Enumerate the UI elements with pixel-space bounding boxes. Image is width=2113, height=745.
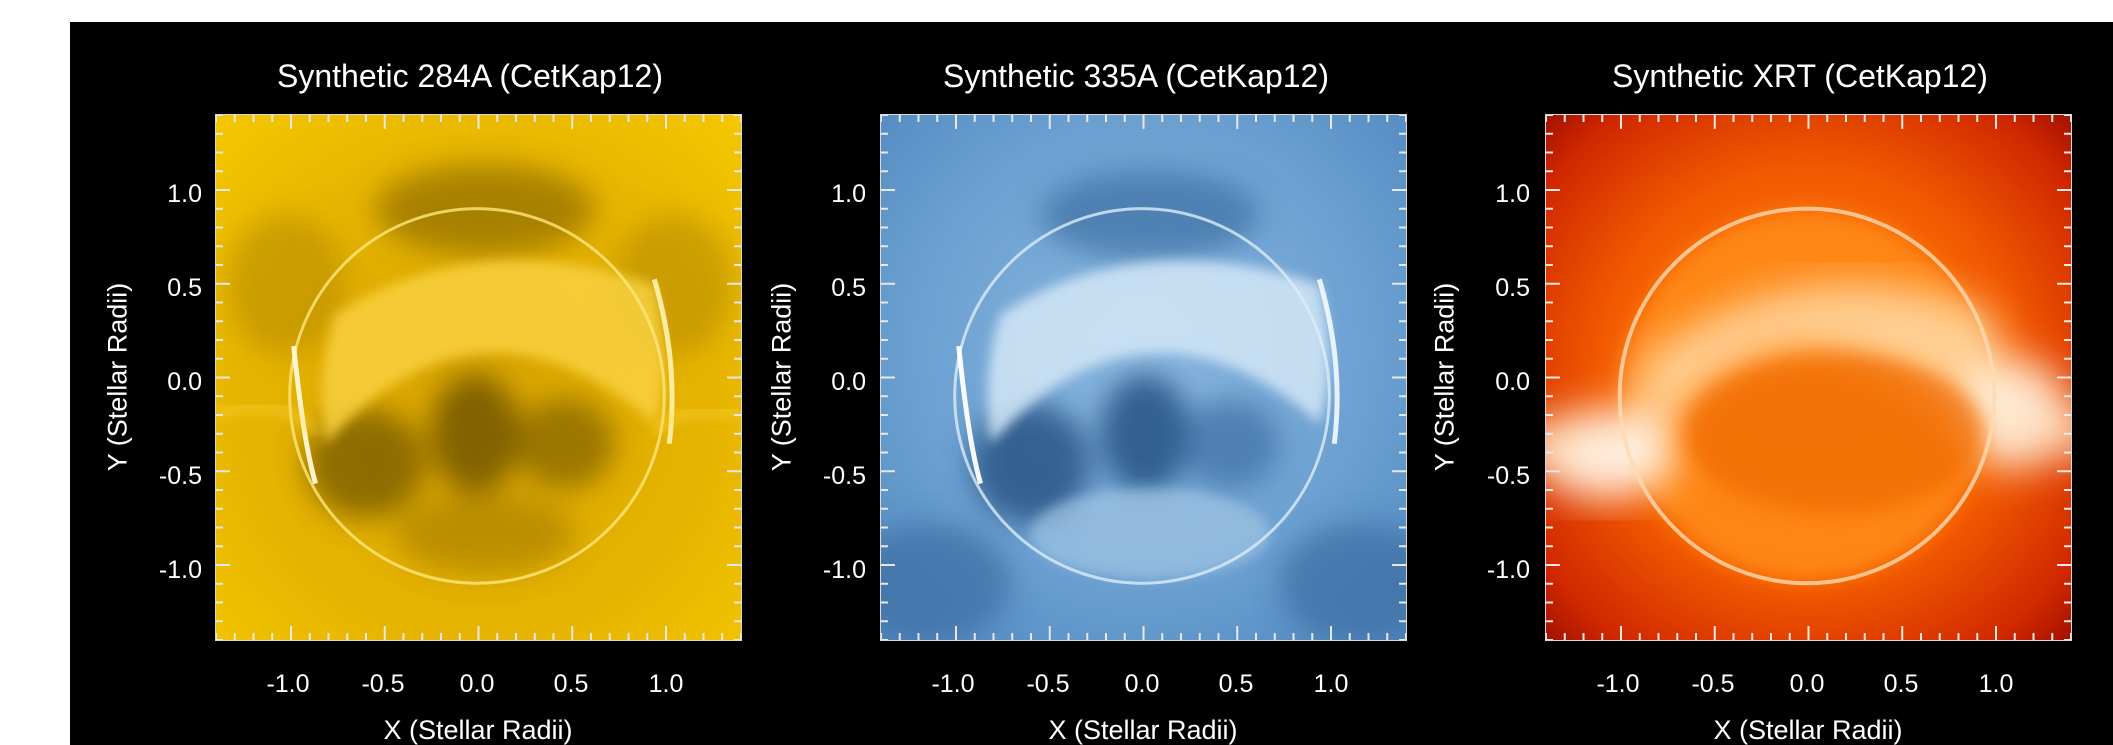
xtick-335A: -0.5	[1026, 670, 1070, 698]
ytick-XRT: 0.5	[1495, 274, 1530, 302]
ytick-335A: -1.0	[822, 556, 866, 584]
panel-title-284A: Synthetic 284A (CetKap12)	[276, 58, 663, 94]
xtick-XRT: 1.0	[1978, 670, 2014, 698]
xtick-284A: -1.0	[266, 670, 310, 698]
ytick-284A: -1.0	[158, 556, 202, 584]
ytick-284A: 1.0	[167, 180, 202, 208]
xtick-284A: 1.0	[648, 670, 684, 698]
ytick-XRT: -1.0	[1486, 556, 1530, 584]
image-panel-335A	[880, 114, 1407, 641]
xtick-284A: 0.5	[553, 670, 589, 698]
ytick-XRT: 1.0	[1495, 180, 1530, 208]
xtick-335A: 0.5	[1218, 670, 1254, 698]
ytick-335A: -0.5	[822, 462, 866, 490]
xtick-335A: 1.0	[1313, 670, 1349, 698]
ytick-335A: 0.0	[831, 368, 866, 396]
xtick-XRT: 0.0	[1789, 670, 1825, 698]
panel-title-XRT: Synthetic XRT (CetKap12)	[1612, 58, 1988, 94]
ytick-XRT: 0.0	[1495, 368, 1530, 396]
x-axis-label-335A: X (Stellar Radii)	[1048, 715, 1238, 745]
xtick-284A: 0.0	[459, 670, 495, 698]
xtick-XRT: -1.0	[1596, 670, 1640, 698]
x-axis-label-284A: X (Stellar Radii)	[383, 715, 573, 745]
ytick-284A: 0.5	[167, 274, 202, 302]
xtick-XRT: 0.5	[1883, 670, 1919, 698]
emission-image-XRT	[1546, 115, 2071, 640]
x-axis-label-XRT: X (Stellar Radii)	[1713, 715, 1903, 745]
emission-image-284A	[216, 115, 741, 640]
image-panel-XRT	[1545, 114, 2072, 641]
xtick-284A: -0.5	[361, 670, 405, 698]
panel-title-335A: Synthetic 335A (CetKap12)	[942, 58, 1329, 94]
ytick-XRT: -0.5	[1486, 462, 1530, 490]
image-panel-284A	[215, 114, 742, 641]
xtick-335A: -1.0	[931, 670, 975, 698]
figure: Synthetic 284A (CetKap12) Y (Stellar Rad…	[70, 22, 2113, 745]
emission-image-335A	[881, 115, 1406, 640]
ytick-284A: 0.0	[167, 368, 202, 396]
xtick-335A: 0.0	[1124, 670, 1160, 698]
ytick-284A: -0.5	[158, 462, 202, 490]
ytick-335A: 1.0	[831, 180, 866, 208]
ytick-335A: 0.5	[831, 274, 866, 302]
xtick-XRT: -0.5	[1691, 670, 1735, 698]
